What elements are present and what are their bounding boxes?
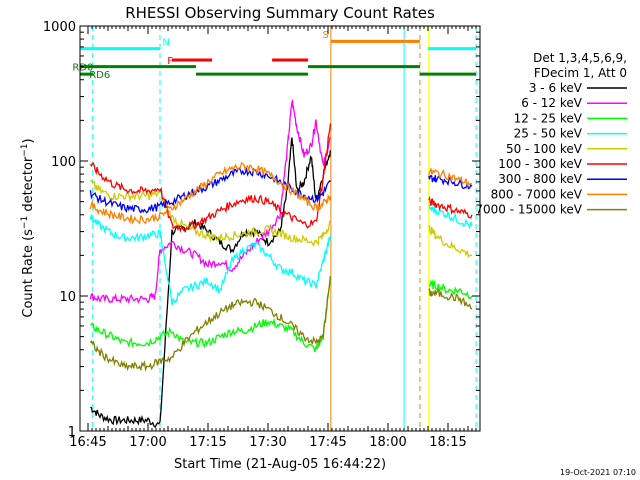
state-label: RD0 xyxy=(72,63,93,74)
legend-header-line-2: FDecim 1, Att 0 xyxy=(534,66,627,80)
legend-label: 3 - 6 keV xyxy=(529,81,583,95)
series-line-1 xyxy=(89,99,331,305)
legend-label: 800 - 7000 keV xyxy=(491,187,583,201)
legend-label: 100 - 300 keV xyxy=(498,157,582,171)
y-tick-label: 1000 xyxy=(43,20,76,35)
y-axis-label-mid: detector xyxy=(21,156,36,216)
series-line-6 xyxy=(89,167,473,214)
y-axis-label: Count Rate (s−1 detector−1) xyxy=(20,138,36,317)
chart-title: RHESSI Observing Summary Count Rates xyxy=(125,4,435,22)
x-tick-label: 17:15 xyxy=(189,435,226,450)
axes-layer: 16:45 17:00 17:15 17:30 17:45 18:00 18:15 1 10 10… xyxy=(43,20,480,450)
x-tick-label: 16:45 xyxy=(69,435,106,450)
series-layer xyxy=(89,99,473,428)
legend-label: 6 - 12 keV xyxy=(521,96,583,110)
legend-label: 7000 - 15000 keV xyxy=(475,203,582,217)
state-label: F xyxy=(167,56,173,67)
state-label: N xyxy=(162,37,169,48)
series-line-7 xyxy=(89,161,473,225)
legend-label: 50 - 100 keV xyxy=(506,142,583,156)
y-tick-label: 1 xyxy=(68,425,76,440)
y-tick-label: 100 xyxy=(51,155,76,170)
series-line-3 xyxy=(89,204,473,306)
state-label: S xyxy=(322,30,328,41)
series-line-8 xyxy=(89,276,473,372)
legend-label: 25 - 50 keV xyxy=(514,127,583,141)
state-label: RD6 xyxy=(89,70,110,81)
legend-label: 300 - 800 keV xyxy=(498,172,582,186)
x-tick-label: 17:45 xyxy=(309,435,346,450)
legend-header-line-1: Det 1,3,4,5,6,9, xyxy=(533,51,627,65)
y-axis-label-end: ) xyxy=(21,138,36,143)
y-axis-label-sup1: −1 xyxy=(20,216,30,229)
series-line-5 xyxy=(89,123,473,233)
x-tick-label: 17:30 xyxy=(249,435,286,450)
x-axis-label: Start Time (21-Aug-05 16:44:22) xyxy=(174,457,386,472)
legend-label: 12 - 25 keV xyxy=(514,111,583,125)
y-axis-label-base: Count Rate (s xyxy=(21,229,36,318)
series-line-0 xyxy=(90,137,332,428)
y-axis-label-sup2: −1 xyxy=(20,143,30,156)
series-line-4 xyxy=(90,179,473,259)
series-line-2 xyxy=(89,276,473,353)
timestamp: 19-Oct-2021 07:10 xyxy=(560,468,636,477)
x-tick-label: 18:00 xyxy=(369,435,406,450)
x-tick-label: 18:15 xyxy=(429,435,466,450)
y-tick-label: 10 xyxy=(59,290,76,305)
x-tick-label: 17:00 xyxy=(129,435,166,450)
